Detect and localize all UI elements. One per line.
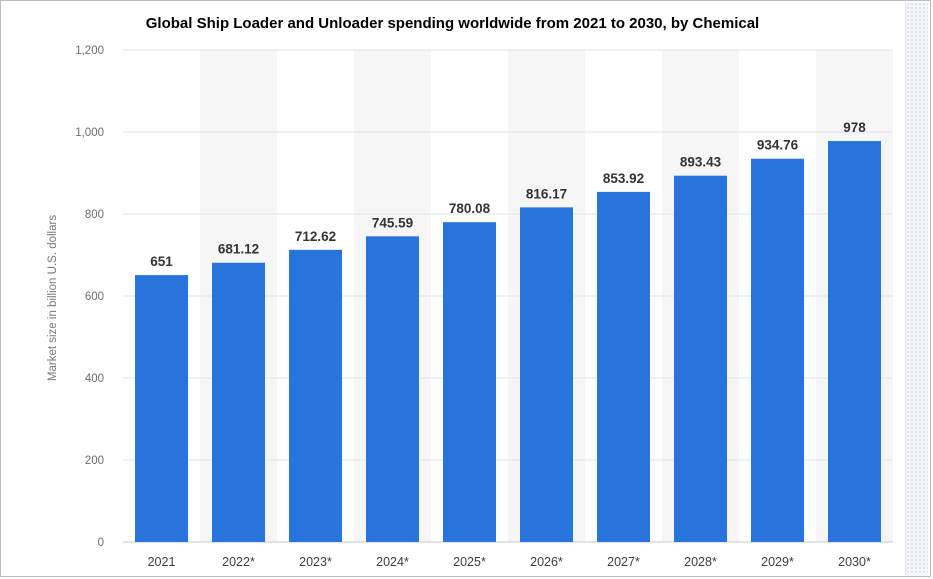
x-tick-label: 2025* bbox=[453, 555, 486, 569]
y-tick-label: 600 bbox=[85, 291, 104, 303]
data-label: 681.12 bbox=[218, 242, 259, 257]
x-tick-label: 2023* bbox=[299, 555, 332, 569]
bar bbox=[674, 175, 727, 542]
y-tick-label: 200 bbox=[85, 455, 104, 467]
x-tick-label: 2030* bbox=[838, 555, 871, 569]
data-label: 712.62 bbox=[295, 229, 336, 244]
y-tick-label: 800 bbox=[85, 209, 104, 221]
bar bbox=[597, 191, 650, 542]
data-label: 816.17 bbox=[526, 186, 567, 201]
x-tick-label: 2026* bbox=[530, 555, 563, 569]
bar bbox=[443, 222, 496, 542]
side-panel-strip bbox=[905, 2, 928, 575]
y-tick-label: 0 bbox=[98, 537, 104, 549]
x-tick-label: 2024* bbox=[376, 555, 409, 569]
bar bbox=[289, 249, 342, 542]
bar bbox=[366, 236, 419, 542]
bar bbox=[828, 141, 881, 542]
data-label: 780.08 bbox=[449, 201, 491, 216]
bar bbox=[135, 275, 188, 542]
x-tick-label: 2022* bbox=[222, 555, 255, 569]
x-tick-label: 2021 bbox=[148, 555, 176, 569]
data-label: 745.59 bbox=[372, 215, 413, 230]
y-tick-label: 1,000 bbox=[75, 127, 104, 139]
y-tick-label: 400 bbox=[85, 373, 104, 385]
y-tick-label: 1,200 bbox=[75, 45, 104, 57]
bar bbox=[520, 207, 573, 542]
bar bbox=[751, 158, 804, 542]
x-tick-label: 2027* bbox=[607, 555, 640, 569]
data-label: 978 bbox=[843, 120, 866, 135]
x-tick-label: 2028* bbox=[684, 555, 717, 569]
chart-title: Global Ship Loader and Unloader spending… bbox=[145, 15, 760, 32]
data-label: 853.92 bbox=[603, 171, 644, 186]
bar bbox=[212, 262, 265, 542]
data-label: 651 bbox=[150, 254, 173, 269]
x-tick-label: 2029* bbox=[761, 555, 794, 569]
data-label: 934.76 bbox=[757, 138, 799, 153]
data-label: 893.43 bbox=[680, 155, 722, 170]
